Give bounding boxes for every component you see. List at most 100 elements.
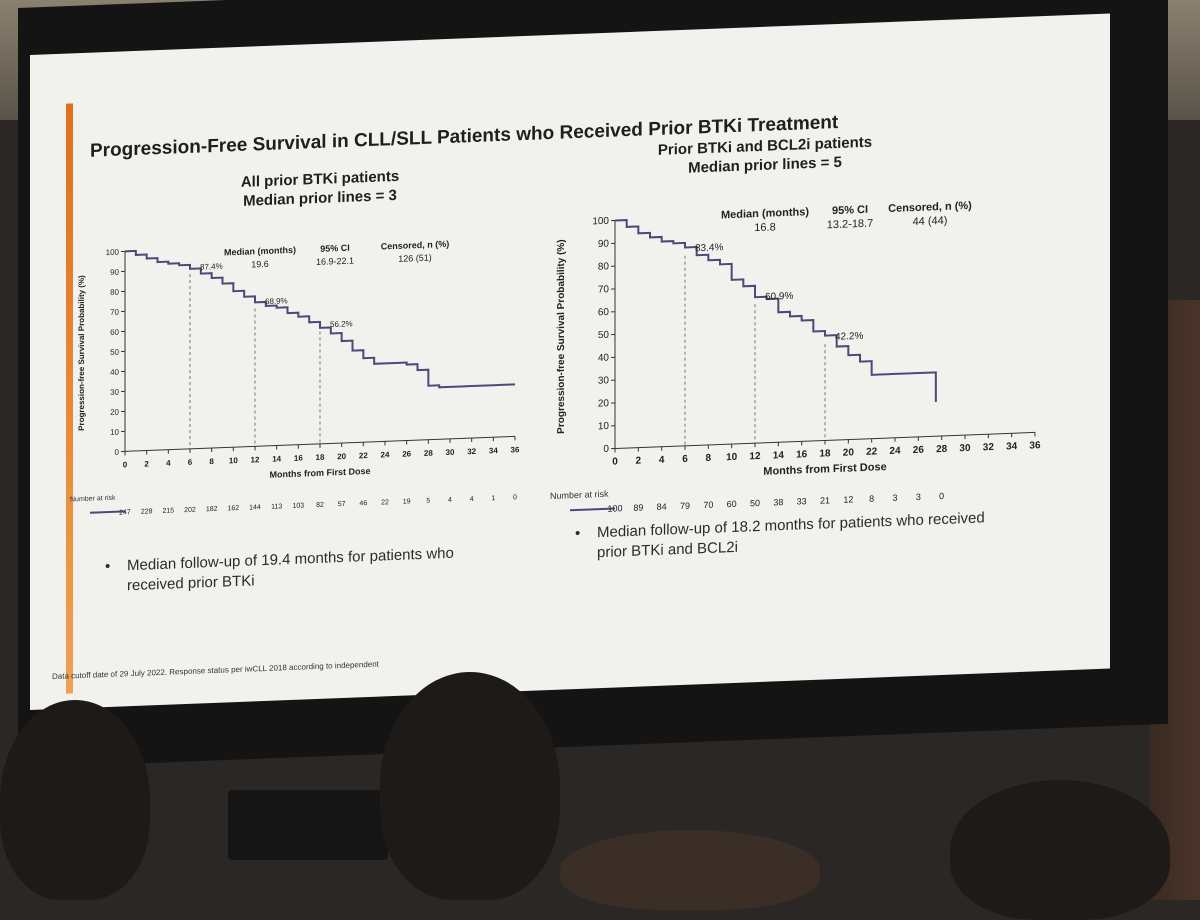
risk-value: 0 — [513, 494, 517, 501]
risk-value: 113 — [271, 503, 282, 510]
risk-value: 144 — [249, 504, 261, 511]
risk-value: 4 — [470, 496, 474, 503]
left-panel-title: All prior BTKi patients Median prior lin… — [205, 165, 435, 212]
risk-value: 12 — [843, 494, 853, 504]
audience-head — [950, 780, 1170, 920]
camera-equipment — [228, 790, 388, 860]
x-axis-label: Months from First Dose — [270, 466, 371, 480]
landmark-label: 42.2% — [835, 331, 863, 343]
x-tick-label: 30 — [446, 448, 455, 457]
slide-content: Progression-Free Survival in CLL/SLL Pat… — [30, 64, 1110, 710]
x-tick-label: 8 — [706, 453, 712, 464]
risk-value: 202 — [184, 507, 196, 514]
stats-value: 126 (51) — [398, 253, 432, 264]
y-tick-label: 70 — [110, 308, 119, 317]
y-tick-label: 0 — [115, 448, 120, 457]
y-tick-label: 80 — [110, 288, 119, 297]
presentation-slide: Progression-Free Survival in CLL/SLL Pat… — [30, 14, 1110, 710]
stats-header: Median (months) — [224, 245, 296, 258]
x-tick-label: 22 — [359, 451, 368, 460]
y-tick-label: 50 — [110, 348, 119, 357]
x-tick-label: 16 — [796, 449, 808, 460]
risk-value: 84 — [657, 502, 667, 512]
risk-value: 38 — [773, 497, 783, 507]
x-tick-label: 24 — [889, 446, 901, 457]
x-tick-label: 6 — [682, 454, 688, 465]
risk-value: 21 — [820, 495, 830, 505]
x-tick-label: 4 — [659, 455, 665, 466]
x-tick-label: 22 — [866, 446, 878, 457]
survival-curve — [615, 208, 936, 414]
risk-value: 215 — [162, 507, 174, 514]
x-tick-label: 12 — [251, 455, 260, 464]
stats-value: 19.6 — [251, 259, 269, 270]
y-tick-label: 100 — [592, 216, 609, 228]
x-tick-label: 20 — [843, 447, 855, 458]
y-tick-label: 10 — [110, 428, 119, 437]
risk-value: 60 — [727, 499, 737, 509]
landmark-label: 60.9% — [765, 291, 793, 303]
risk-value: 8 — [869, 494, 874, 504]
x-tick-label: 26 — [402, 449, 411, 458]
landmark-label: 83.4% — [695, 242, 723, 254]
x-tick-label: 8 — [209, 457, 214, 466]
risk-value: 4 — [448, 497, 452, 504]
slide-footnote: Data cutoff date of 29 July 2022. Respon… — [52, 660, 379, 682]
x-axis-label: Months from First Dose — [763, 461, 886, 478]
x-tick-label: 24 — [381, 450, 390, 459]
risk-value: 33 — [797, 496, 807, 506]
risk-value: 89 — [633, 502, 643, 512]
stats-value: 13.2-18.7 — [827, 218, 873, 232]
y-tick-label: 70 — [598, 284, 610, 295]
x-tick-label: 28 — [936, 444, 948, 455]
y-tick-label: 30 — [110, 388, 119, 397]
x-tick-label: 6 — [188, 458, 193, 467]
x-tick-label: 0 — [612, 456, 618, 467]
x-tick-label: 30 — [959, 443, 971, 454]
y-tick-label: 0 — [603, 444, 609, 455]
y-tick-label: 90 — [110, 268, 119, 277]
x-tick-label: 20 — [337, 452, 346, 461]
y-tick-label: 20 — [110, 408, 119, 417]
stats-header: 95% CI — [832, 204, 868, 217]
landmark-label: 68.9% — [265, 296, 288, 306]
x-tick-label: 34 — [1006, 441, 1018, 452]
bullet-dot: • — [105, 557, 110, 577]
x-tick-label: 2 — [144, 459, 149, 468]
risk-value: 82 — [316, 502, 324, 509]
risk-value: 22 — [381, 499, 389, 506]
stats-value: 16.8 — [754, 221, 775, 234]
x-tick-label: 12 — [749, 451, 761, 462]
risk-value: 5 — [426, 498, 430, 505]
x-tick-label: 36 — [511, 445, 520, 454]
landmark-label: 56.2% — [330, 319, 353, 329]
x-tick-label: 26 — [913, 445, 925, 456]
x-tick-label: 18 — [819, 448, 831, 459]
risk-value: 79 — [680, 501, 690, 511]
risk-value: 182 — [206, 506, 218, 513]
x-tick-label: 10 — [726, 452, 738, 463]
x-tick-label: 28 — [424, 449, 433, 458]
risk-value: 3 — [892, 493, 897, 503]
y-axis-label: Progression-free Survival Probability (%… — [556, 239, 567, 434]
x-tick-label: 36 — [1029, 440, 1041, 451]
y-tick-label: 60 — [110, 328, 119, 337]
stats-value: 16.9-22.1 — [316, 256, 354, 267]
risk-value: 3 — [916, 492, 921, 502]
audience-head — [0, 700, 150, 900]
x-tick-label: 14 — [272, 454, 281, 463]
landmark-label: 87.4% — [200, 262, 223, 272]
y-tick-label: 40 — [110, 368, 119, 377]
stats-header: Censored, n (%) — [381, 239, 449, 252]
y-axis-label: Progression-free Survival Probability (%… — [77, 275, 86, 431]
stats-header: Median (months) — [721, 206, 809, 221]
stats-header: Censored, n (%) — [888, 200, 972, 215]
x-tick-label: 16 — [294, 454, 303, 463]
x-tick-label: 2 — [636, 456, 642, 467]
y-tick-label: 10 — [598, 421, 610, 432]
y-tick-label: 30 — [598, 375, 610, 386]
bullet-dot: • — [575, 524, 580, 544]
y-tick-label: 40 — [598, 353, 610, 364]
risk-label: Number at risk — [70, 495, 116, 504]
